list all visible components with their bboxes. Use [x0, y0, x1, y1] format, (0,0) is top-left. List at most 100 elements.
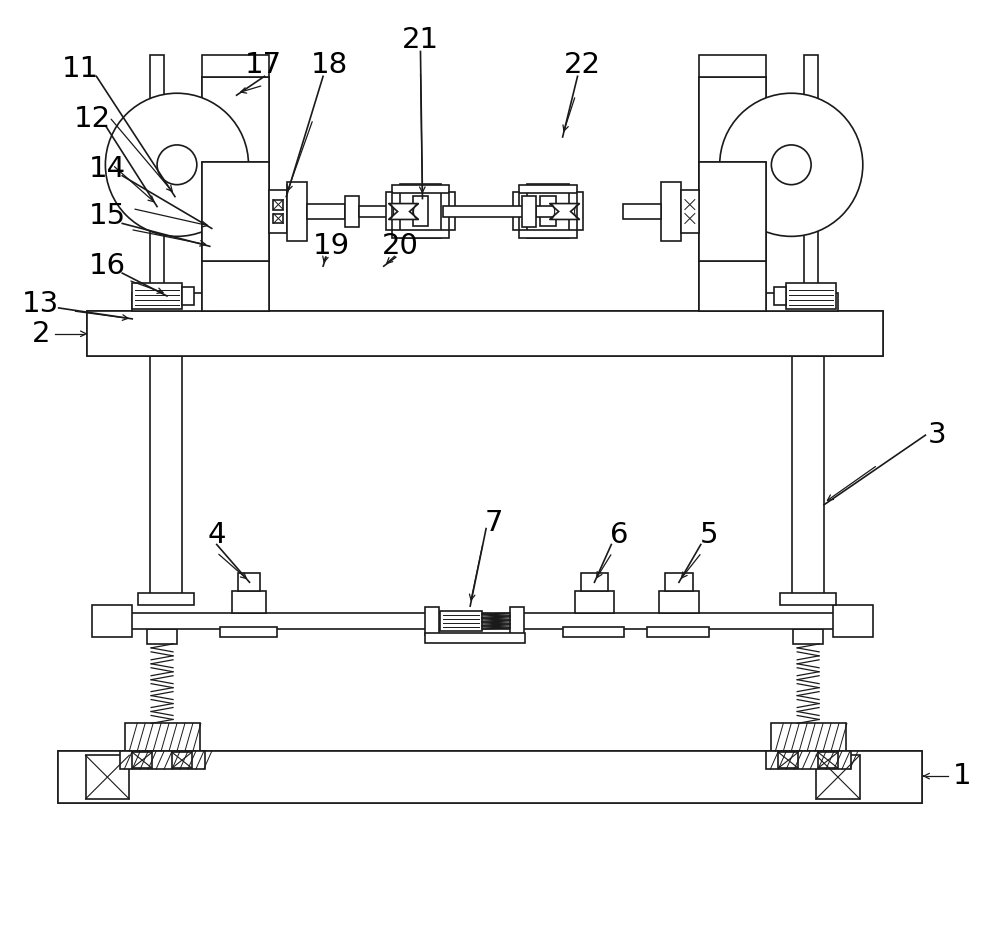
Bar [699, 78, 766, 311]
Circle shape [105, 93, 249, 237]
Bar [307, 204, 345, 219]
Bar [665, 574, 693, 591]
Bar [202, 78, 269, 311]
Bar [150, 355, 182, 598]
Bar [449, 191, 455, 230]
Bar [771, 723, 846, 751]
Bar [345, 195, 359, 228]
Bar [359, 205, 389, 217]
Text: 20: 20 [382, 232, 419, 260]
Bar [220, 627, 277, 637]
Bar [581, 574, 608, 591]
Bar [699, 162, 766, 261]
Bar [577, 191, 583, 230]
Bar [575, 591, 614, 613]
Bar [527, 184, 569, 239]
Bar [623, 204, 661, 219]
Bar [425, 607, 439, 635]
Polygon shape [550, 204, 580, 219]
Bar [766, 751, 851, 770]
Bar [132, 293, 212, 311]
Bar [778, 752, 798, 768]
Bar [818, 752, 838, 768]
Bar [780, 593, 836, 605]
Bar [522, 195, 536, 228]
Bar [202, 56, 269, 78]
Bar [563, 627, 624, 637]
Bar [138, 593, 194, 605]
Text: 13: 13 [22, 290, 59, 318]
Text: 3: 3 [928, 421, 947, 450]
Bar [804, 56, 818, 303]
Bar [443, 205, 525, 217]
Bar [681, 190, 699, 233]
Text: 1: 1 [953, 762, 972, 790]
Text: 2: 2 [32, 320, 50, 348]
Bar [58, 751, 922, 803]
Bar [699, 78, 766, 311]
Bar [86, 755, 129, 799]
Circle shape [157, 145, 197, 185]
Text: 6: 6 [610, 521, 629, 549]
Bar [147, 629, 177, 644]
Bar [786, 283, 836, 309]
Bar [132, 283, 182, 309]
Bar [519, 185, 577, 192]
Bar [519, 230, 577, 239]
Text: 17: 17 [245, 52, 282, 80]
Bar [540, 195, 556, 227]
Polygon shape [389, 204, 418, 219]
Bar [392, 230, 449, 239]
Bar [792, 355, 824, 598]
Bar [150, 56, 164, 303]
Bar [699, 162, 766, 261]
Bar [273, 200, 283, 210]
Bar [659, 591, 699, 613]
Bar [758, 293, 838, 311]
Bar [793, 629, 823, 644]
Bar [510, 607, 524, 635]
Bar [87, 311, 883, 355]
Text: 14: 14 [89, 154, 126, 183]
Text: 16: 16 [89, 253, 126, 280]
Bar [182, 287, 194, 305]
Bar [125, 723, 200, 751]
Text: 5: 5 [699, 521, 718, 549]
Text: 15: 15 [89, 203, 126, 230]
Bar [202, 78, 269, 311]
Text: 12: 12 [74, 105, 111, 133]
Bar [833, 605, 873, 637]
Text: 19: 19 [312, 232, 350, 260]
Text: 7: 7 [485, 509, 503, 536]
Bar [120, 751, 205, 770]
Bar [132, 752, 152, 768]
Bar [172, 752, 192, 768]
Bar [425, 633, 525, 643]
Bar [232, 591, 266, 613]
Bar [202, 162, 269, 261]
Bar [87, 311, 883, 355]
Bar [661, 181, 681, 241]
Bar [816, 755, 860, 799]
Bar [536, 205, 566, 217]
Bar [202, 162, 269, 261]
Text: 11: 11 [62, 56, 99, 83]
Bar [774, 287, 786, 305]
Text: 4: 4 [207, 521, 226, 549]
Bar [273, 214, 283, 224]
Bar [238, 574, 260, 591]
Text: 22: 22 [564, 52, 601, 80]
Bar [386, 191, 392, 230]
Bar [269, 190, 287, 233]
Bar [647, 627, 709, 637]
Bar [513, 191, 519, 230]
Bar [699, 56, 766, 78]
Bar [400, 184, 441, 239]
Text: 21: 21 [402, 26, 439, 54]
Bar [58, 751, 922, 803]
Bar [413, 195, 428, 227]
Bar [107, 613, 863, 629]
Text: 18: 18 [310, 52, 348, 80]
Circle shape [771, 145, 811, 185]
Bar [392, 185, 449, 192]
